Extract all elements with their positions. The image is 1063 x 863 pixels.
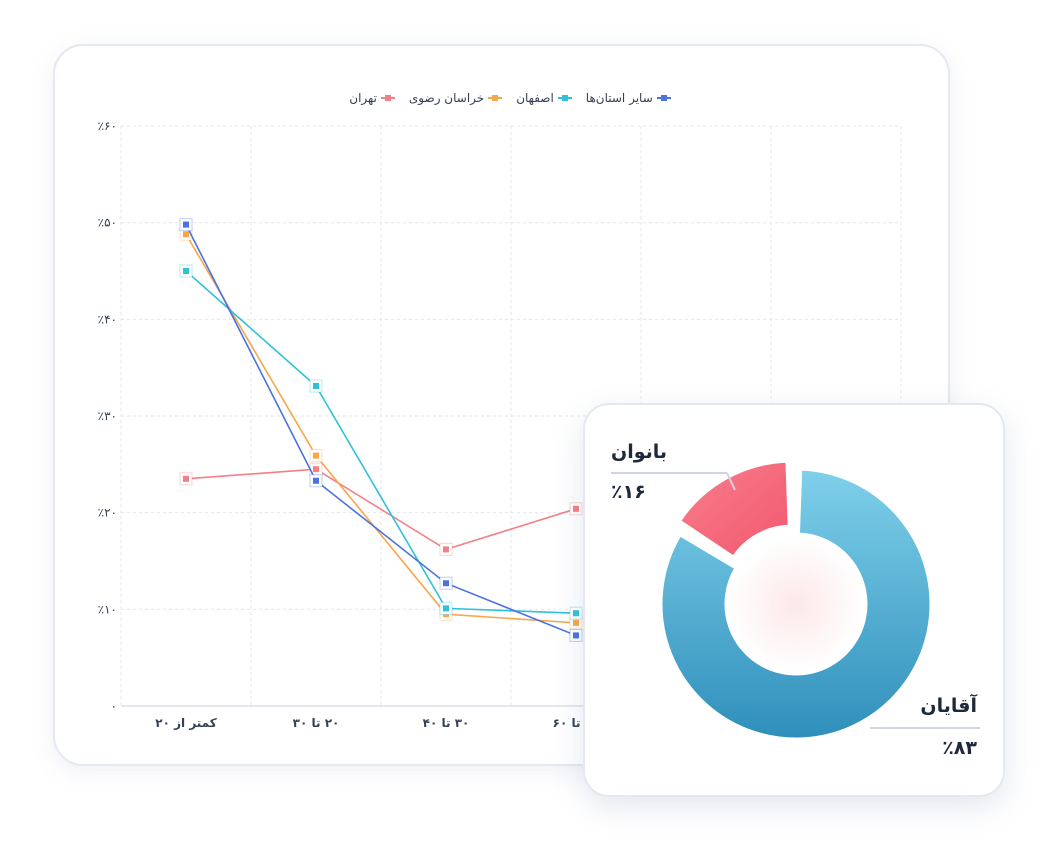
legend-item-tehran[interactable]: تهران <box>349 88 395 108</box>
legend-label: سایر استان‌ها <box>585 91 653 105</box>
legend-item-khorasan[interactable]: خراسان رضوی <box>408 88 503 108</box>
men-value: ٪۸۳ <box>942 737 977 759</box>
gender-donut-card: بانوان ٪۱۶ آقایان ٪۸۳ <box>583 403 1005 797</box>
data-point-khorasan <box>573 619 579 626</box>
data-point-tehran <box>443 546 449 553</box>
y-tick-label: ٪۵۰ <box>98 216 117 230</box>
data-point-tehran <box>313 466 319 473</box>
data-point-isfahan <box>573 610 579 617</box>
data-point-others <box>443 580 449 587</box>
y-tick-label: ۰ <box>111 699 117 713</box>
series-line-tehran <box>185 468 577 551</box>
data-point-isfahan <box>183 268 189 274</box>
donut-center <box>728 536 864 672</box>
data-point-tehran <box>573 505 579 512</box>
data-point-tehran <box>183 475 189 482</box>
y-tick-label: ٪۲۰ <box>98 506 117 520</box>
data-point-isfahan <box>443 605 449 612</box>
data-point-others <box>313 477 319 484</box>
series-line-khorasan <box>185 233 577 624</box>
donut-slice-men[interactable] <box>659 467 933 741</box>
gender-donut-chart <box>611 459 980 741</box>
legend-label: اصفهان <box>516 91 554 105</box>
men-label: آقایان <box>920 695 977 717</box>
data-point-khorasan <box>313 452 319 459</box>
x-tick-label: ۳۰ تا ۴۰ <box>423 716 470 730</box>
data-point-isfahan <box>313 383 319 390</box>
legend-marker-icon <box>488 94 503 102</box>
data-point-others <box>573 632 579 639</box>
women-value: ٪۱۶ <box>611 481 646 503</box>
data-point-others <box>183 221 189 228</box>
chart-legend: تهران خراسان رضوی اصفهان سایر استان‌ها <box>300 88 720 108</box>
legend-marker-icon <box>656 94 671 102</box>
legend-marker-icon <box>557 94 572 102</box>
legend-label: خراسان رضوی <box>408 91 485 105</box>
legend-marker-icon <box>380 94 395 102</box>
women-leader-connector <box>726 472 736 491</box>
legend-item-isfahan[interactable]: اصفهان <box>516 88 572 108</box>
donut-slice-women[interactable] <box>677 459 791 560</box>
women-label: بانوان <box>611 441 668 463</box>
y-tick-label: ٪۶۰ <box>98 119 117 133</box>
legend-item-others[interactable]: سایر استان‌ها <box>586 88 671 108</box>
y-tick-label: ٪۳۰ <box>98 409 117 423</box>
y-tick-label: ٪۴۰ <box>98 312 117 326</box>
data-point-khorasan <box>183 231 189 238</box>
x-tick-label: ۲۰ تا ۳۰ <box>293 716 340 730</box>
series-line-others <box>185 224 577 637</box>
series-line-isfahan <box>185 270 577 614</box>
y-tick-label: ٪۱۰ <box>98 602 117 616</box>
x-tick-label: کمتر از ۲۰ <box>155 716 216 730</box>
legend-label: تهران <box>349 91 377 105</box>
